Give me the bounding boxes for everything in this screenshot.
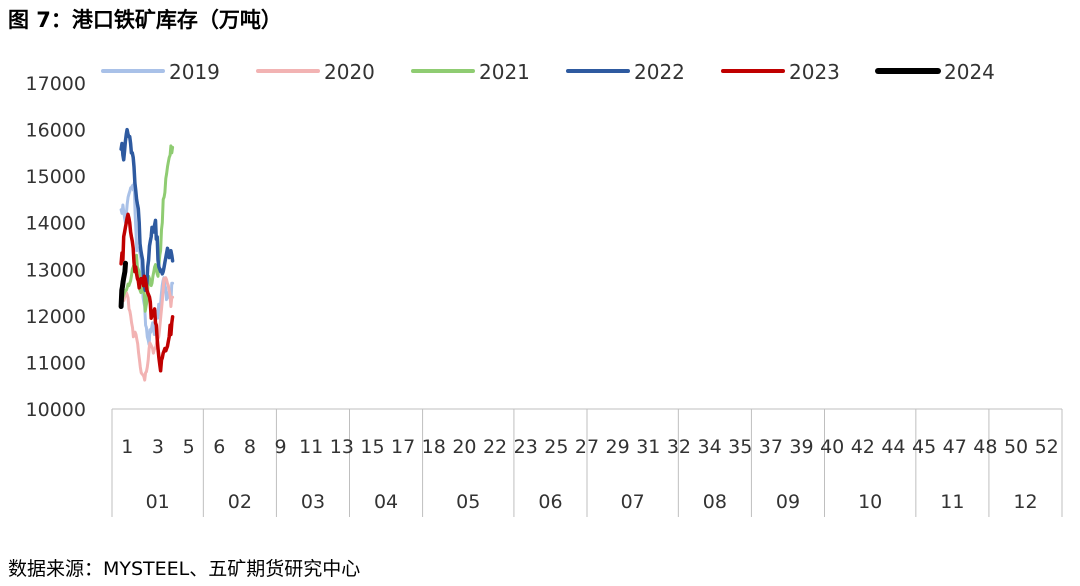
series-layer	[118, 127, 175, 382]
x-tick-label: 48	[973, 436, 997, 458]
month-label: 01	[146, 491, 170, 513]
y-axis: 10000 11000 12000 13000 14000 15000 16000 17000	[26, 73, 86, 421]
y-tick-label: 14000	[26, 213, 86, 235]
x-tick-label: 20	[452, 436, 476, 458]
y-tick-label: 13000	[26, 259, 86, 281]
x-tick-label: 37	[759, 436, 783, 458]
x-tick-label: 29	[606, 436, 630, 458]
month-label: 07	[621, 491, 645, 513]
series-line-2020	[119, 276, 175, 382]
series-line-2023	[119, 212, 175, 373]
plot-frame	[111, 408, 1063, 517]
x-tick-label: 11	[299, 436, 323, 458]
legend-label-2023: 2023	[789, 60, 840, 84]
x-tick-label: 39	[789, 436, 813, 458]
x-tick-label: 40	[820, 436, 844, 458]
x-tick-label: 45	[912, 436, 936, 458]
x-tick-label: 13	[330, 436, 354, 458]
figure-source: 数据来源：MYSTEEL、五矿期货研究中心	[8, 558, 361, 580]
x-tick-label: 35	[728, 436, 752, 458]
month-label: 04	[374, 491, 398, 513]
y-tick-label: 15000	[26, 166, 86, 188]
month-label: 11	[940, 491, 964, 513]
x-tick-label: 15	[360, 436, 384, 458]
y-tick-label: 11000	[26, 352, 86, 374]
month-label: 03	[301, 491, 325, 513]
x-tick-label: 52	[1035, 436, 1059, 458]
series-line-2021	[119, 144, 175, 313]
x-tick-label: 47	[943, 436, 967, 458]
y-tick-label: 16000	[26, 120, 86, 142]
legend-label-2019: 2019	[169, 60, 220, 84]
x-tick-label: 6	[213, 436, 225, 458]
x-tick-label: 25	[544, 436, 568, 458]
x-tick-label: 42	[851, 436, 875, 458]
series-line-2022	[119, 127, 175, 292]
legend-label-2021: 2021	[479, 60, 530, 84]
x-tick-label: 18	[422, 436, 446, 458]
month-label: 05	[456, 491, 480, 513]
legend-label-2020: 2020	[324, 60, 375, 84]
x-tick-label: 5	[183, 436, 195, 458]
x-tick-label: 3	[152, 436, 164, 458]
x-tick-label: 31	[636, 436, 660, 458]
x-axis: 1 3 5 6 8 9 11 13 15 17 18 20 22 23 25 27 29 31 32 34 35 37 39…	[121, 436, 1058, 513]
x-tick-label: 32	[667, 436, 691, 458]
x-tick-label: 44	[881, 436, 905, 458]
y-tick-label: 10000	[26, 399, 86, 421]
x-tick-label: 8	[244, 436, 256, 458]
y-tick-label: 17000	[26, 73, 86, 95]
figure-title: 图 7：港口铁矿库存（万吨）	[8, 8, 282, 32]
x-tick-label: 23	[514, 436, 538, 458]
x-tick-label: 27	[575, 436, 599, 458]
legend-label-2022: 2022	[634, 60, 685, 84]
x-tick-label: 50	[1004, 436, 1028, 458]
month-label: 06	[538, 491, 562, 513]
legend: 2019 2020 2021 2022 2023 2024	[101, 60, 995, 84]
month-label: 10	[858, 491, 882, 513]
month-label: 08	[703, 491, 727, 513]
x-tick-label: 22	[483, 436, 507, 458]
y-tick-label: 12000	[26, 306, 86, 328]
legend-label-2024: 2024	[944, 60, 995, 84]
month-label: 12	[1013, 491, 1037, 513]
month-label: 02	[228, 491, 252, 513]
x-tick-label: 34	[697, 436, 721, 458]
series-line-2024	[118, 260, 128, 309]
x-tick-label: 17	[391, 436, 415, 458]
x-tick-label: 1	[121, 436, 133, 458]
x-tick-label: 9	[275, 436, 287, 458]
month-label: 09	[776, 491, 800, 513]
